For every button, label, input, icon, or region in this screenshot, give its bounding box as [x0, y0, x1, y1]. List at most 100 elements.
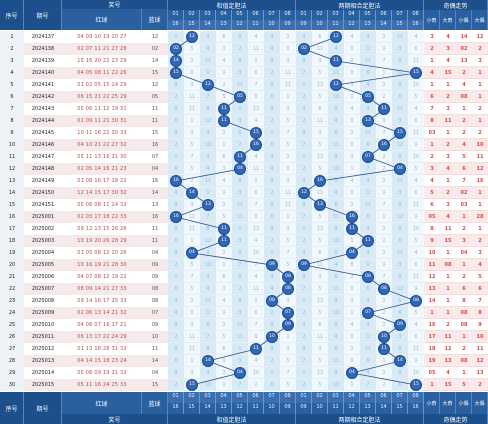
footer-s1-top: 07	[264, 392, 280, 403]
section2-cell: 3	[392, 259, 408, 271]
section1-cell: 3	[232, 307, 248, 319]
section2-cell: 11	[408, 55, 424, 67]
section1-cell: 2	[168, 379, 184, 391]
row-issue: 2025001	[24, 211, 62, 223]
row-seq: 26	[0, 331, 24, 343]
section1-cell: 7	[200, 211, 216, 223]
section1-cell: 4	[200, 127, 216, 139]
section1-cell: 4	[168, 187, 184, 199]
odd-even-cell: 6	[456, 163, 472, 175]
footer-s2-top: 04	[344, 392, 360, 403]
section2-cell: 4	[328, 331, 344, 343]
section1-cell: 11	[232, 331, 248, 343]
section2-cell: 2	[376, 223, 392, 235]
row-blue-ball: 11	[142, 343, 168, 355]
section1-marker: 14	[171, 56, 181, 66]
section1-cell: 3	[216, 163, 232, 175]
odd-even-cell: 12	[440, 343, 456, 355]
section2-col-top: 01	[296, 10, 312, 20]
section1-cell: 2	[248, 379, 264, 391]
odd-even-col-header: 大奇	[440, 10, 456, 30]
row-blue-ball: 13	[142, 199, 168, 211]
section2-cell: 6	[360, 355, 376, 367]
section1-cell: 10	[248, 247, 264, 259]
section1-marker: 12	[203, 80, 213, 90]
odd-even-cell: 17	[424, 331, 440, 343]
section2-cell: 9	[376, 115, 392, 127]
row-red-balls: 15 16 20 22 23 29	[62, 55, 142, 67]
section1-marker: 15	[251, 128, 261, 138]
section2-cell: 1	[344, 91, 360, 103]
section1-cell: 9	[216, 67, 232, 79]
row-blue-ball: 15	[142, 379, 168, 391]
row-blue-ball: 14	[142, 55, 168, 67]
section1-cell: 5	[280, 259, 296, 271]
row-issue: 2025013	[24, 355, 62, 367]
section1-cell: 11	[248, 43, 264, 55]
section2-cell: 4	[408, 103, 424, 115]
section1-col-top: 06	[248, 10, 264, 20]
section2-cell: 3	[392, 331, 408, 343]
footer-s2-bottom: 11	[328, 403, 344, 414]
odd-even-cell: 3	[456, 235, 472, 247]
section1-cell: 12	[200, 235, 216, 247]
row-issue: 2025011	[24, 331, 62, 343]
section1-cell: 4	[264, 163, 280, 175]
section1-cell: 2	[264, 115, 280, 127]
row-red-balls: 09 12 13 15 26 26	[62, 223, 142, 235]
section2-cell: 2	[296, 235, 312, 247]
section1-cell: 6	[168, 283, 184, 295]
odd-even-cell: 7	[456, 175, 472, 187]
footer-s1-bottom: 14	[200, 403, 216, 414]
section2-cell: 10	[328, 163, 344, 175]
section1-marker: 05	[235, 92, 245, 102]
section2-cell: 11	[408, 127, 424, 139]
section1-cell: 3	[168, 295, 184, 307]
section2-cell: 5	[312, 355, 328, 367]
section1-cell: 5	[184, 43, 200, 55]
odd-even-cell: 8	[456, 295, 472, 307]
section1-cell: 5	[168, 343, 184, 355]
section1-marker: 07	[283, 308, 293, 318]
odd-even-cell: 2	[440, 187, 456, 199]
section2-marker: 05	[363, 92, 373, 102]
section2-cell: 11	[392, 247, 408, 259]
row-blue-ball: 11	[142, 103, 168, 115]
section2-col-top: 08	[408, 10, 424, 20]
blue-ball-header-label: 蓝球	[148, 17, 161, 24]
section1-marker: 11	[219, 116, 229, 126]
row-issue: 2024148	[24, 163, 62, 175]
section2-cell: 5	[392, 271, 408, 283]
section1-cell: 8	[200, 343, 216, 355]
section2-cell: 5	[312, 283, 328, 295]
section2-cell: 3	[392, 115, 408, 127]
section1-header: 和值定胆法	[168, 0, 296, 10]
section2-cell: 12	[392, 139, 408, 151]
odd-even-cell: 1	[424, 55, 440, 67]
row-blue-ball: 11	[142, 115, 168, 127]
issue-header[interactable]: 期号	[24, 0, 62, 30]
odd-even-cell: 8	[424, 115, 440, 127]
section1-cell: 2	[184, 175, 200, 187]
odd-even-cell: 4	[456, 79, 472, 91]
row-seq: 7	[0, 103, 24, 115]
footer-s1-top: 02	[184, 392, 200, 403]
section1-cell: 2	[168, 139, 184, 151]
section2-cell: 2	[376, 319, 392, 331]
section1-cell: 11	[248, 283, 264, 295]
section1-cell: 2	[232, 283, 248, 295]
section2-col-top: 03	[328, 10, 344, 20]
footer-odd-col: 小奇	[424, 392, 440, 414]
footer-s1-bottom: 09	[280, 403, 296, 414]
odd-even-cell: 10	[472, 331, 488, 343]
odd-even-cell: 3	[440, 43, 456, 55]
section2-cell: 5	[392, 55, 408, 67]
section1-cell: 11	[232, 79, 248, 91]
section2-cell: 4	[360, 295, 376, 307]
section2-cell: 9	[296, 55, 312, 67]
odd-even-cell: 15	[440, 379, 456, 391]
row-issue: 2025014	[24, 367, 62, 379]
odd-even-cell: 3	[472, 247, 488, 259]
section2-cell: 6	[312, 103, 328, 115]
row-red-balls: 01 02 05 15 24 29	[62, 79, 142, 91]
